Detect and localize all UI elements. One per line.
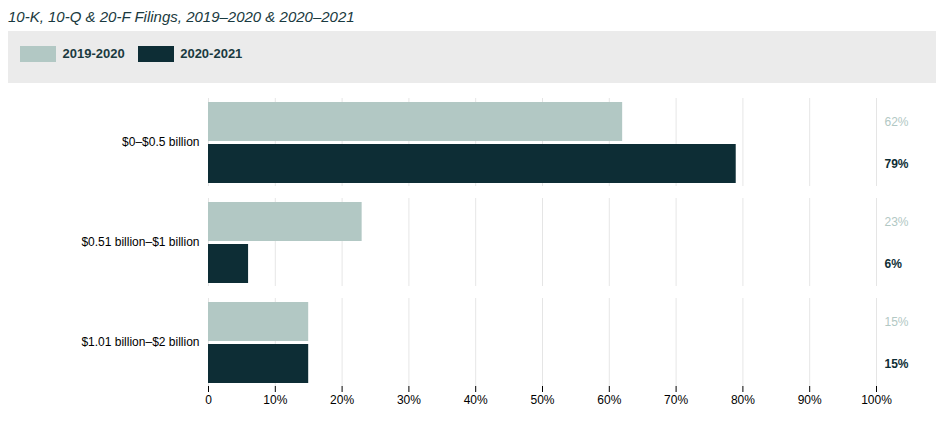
svg-text:62%: 62% xyxy=(885,114,909,128)
svg-text:80%: 80% xyxy=(731,393,755,407)
svg-text:$0.51 billion–$1 billion: $0.51 billion–$1 billion xyxy=(81,235,199,249)
svg-text:23%: 23% xyxy=(885,214,909,228)
svg-text:100%: 100% xyxy=(861,393,892,407)
svg-text:30%: 30% xyxy=(397,393,421,407)
svg-text:15%: 15% xyxy=(885,356,909,370)
svg-text:$0–$0.5 billion: $0–$0.5 billion xyxy=(122,135,199,149)
svg-text:40%: 40% xyxy=(464,393,488,407)
svg-text:79%: 79% xyxy=(885,156,909,170)
svg-text:70%: 70% xyxy=(664,393,688,407)
svg-text:0: 0 xyxy=(205,393,212,407)
html-text:2020-2021: 2020-2021 xyxy=(180,46,243,61)
svg-text:20%: 20% xyxy=(330,393,354,407)
svg-text:$1.01 billion–$2 billion: $1.01 billion–$2 billion xyxy=(81,335,199,349)
svg-text:60%: 60% xyxy=(597,393,621,407)
svg-text:6%: 6% xyxy=(885,256,903,270)
html-text:2019-2020: 2019-2020 xyxy=(62,46,125,61)
svg-text:90%: 90% xyxy=(798,393,822,407)
svg-text:10%: 10% xyxy=(263,393,287,407)
html-text:10-K, 10-Q & 20-F Filings, 201: 10-K, 10-Q & 20-F Filings, 2019–2020 & 2… xyxy=(8,8,355,25)
svg-text:15%: 15% xyxy=(885,314,909,328)
svg-text:50%: 50% xyxy=(530,393,554,407)
